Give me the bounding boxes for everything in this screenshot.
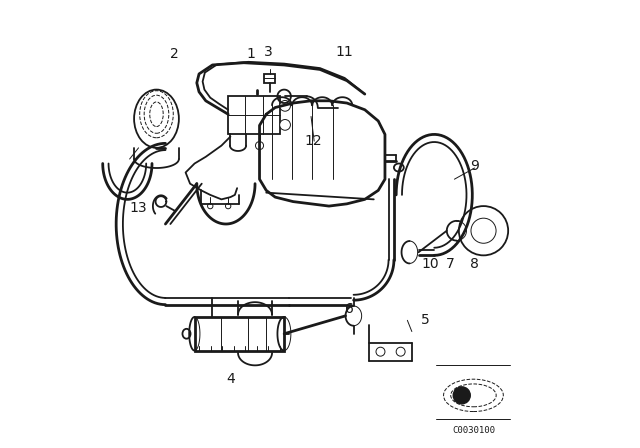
- Bar: [228, 96, 280, 134]
- Text: 2: 2: [170, 47, 179, 61]
- Ellipse shape: [134, 90, 179, 148]
- Bar: [195, 317, 284, 350]
- Bar: [264, 74, 275, 83]
- Text: C0030100: C0030100: [452, 426, 495, 435]
- Text: 9: 9: [470, 159, 479, 173]
- Text: 8: 8: [470, 257, 479, 271]
- Text: 3: 3: [264, 44, 273, 59]
- Circle shape: [453, 387, 470, 404]
- Circle shape: [376, 347, 385, 356]
- Circle shape: [396, 347, 405, 356]
- Circle shape: [207, 203, 213, 209]
- Circle shape: [255, 142, 264, 150]
- Circle shape: [225, 203, 231, 209]
- Circle shape: [280, 100, 291, 111]
- Circle shape: [471, 218, 496, 243]
- Text: 12: 12: [305, 134, 322, 148]
- Ellipse shape: [444, 379, 503, 412]
- Text: 7: 7: [445, 257, 454, 271]
- Text: 5: 5: [421, 313, 429, 327]
- Circle shape: [459, 206, 508, 255]
- Text: 6: 6: [345, 302, 353, 316]
- Ellipse shape: [182, 329, 191, 339]
- Text: 13: 13: [130, 201, 147, 215]
- Text: 1: 1: [246, 47, 255, 61]
- Text: 11: 11: [336, 44, 353, 59]
- Circle shape: [280, 120, 291, 130]
- Text: 10: 10: [421, 257, 438, 271]
- Ellipse shape: [394, 164, 404, 172]
- Text: 4: 4: [226, 371, 235, 386]
